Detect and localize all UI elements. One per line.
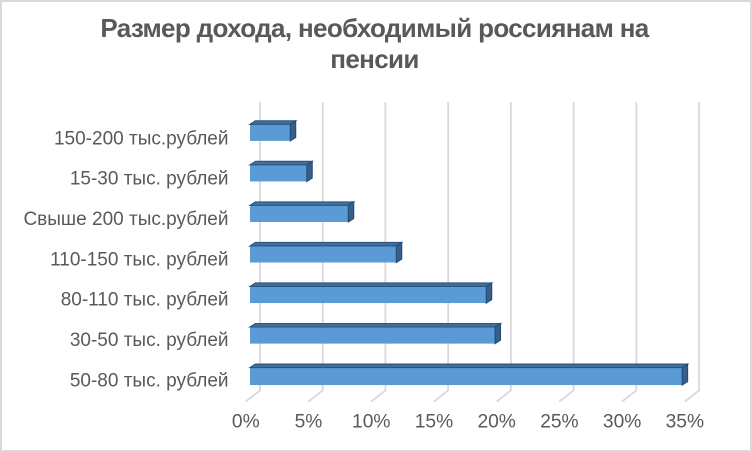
svg-text:50-80 тыс. рублей: 50-80 тыс. рублей (70, 370, 229, 391)
svg-text:15-30 тыс. рублей: 15-30 тыс. рублей (70, 169, 229, 190)
svg-text:20%: 20% (477, 412, 515, 433)
svg-text:35%: 35% (666, 412, 704, 433)
svg-text:150-200 тыс.рублей: 150-200 тыс.рублей (54, 128, 229, 149)
svg-text:80-110 тыс. рублей: 80-110 тыс. рублей (61, 290, 229, 311)
svg-text:15%: 15% (415, 412, 453, 433)
svg-text:110-150 тыс. рублей: 110-150 тыс. рублей (50, 249, 228, 270)
svg-text:0%: 0% (232, 412, 260, 433)
svg-text:25%: 25% (540, 412, 578, 433)
svg-text:5%: 5% (295, 412, 323, 433)
svg-text:Свыше 200 тыс.рублей: Свыше 200 тыс.рублей (23, 209, 228, 230)
svg-text:30%: 30% (603, 412, 641, 433)
svg-text:30-50 тыс. рублей: 30-50 тыс. рублей (70, 330, 229, 351)
svg-text:10%: 10% (352, 412, 390, 433)
